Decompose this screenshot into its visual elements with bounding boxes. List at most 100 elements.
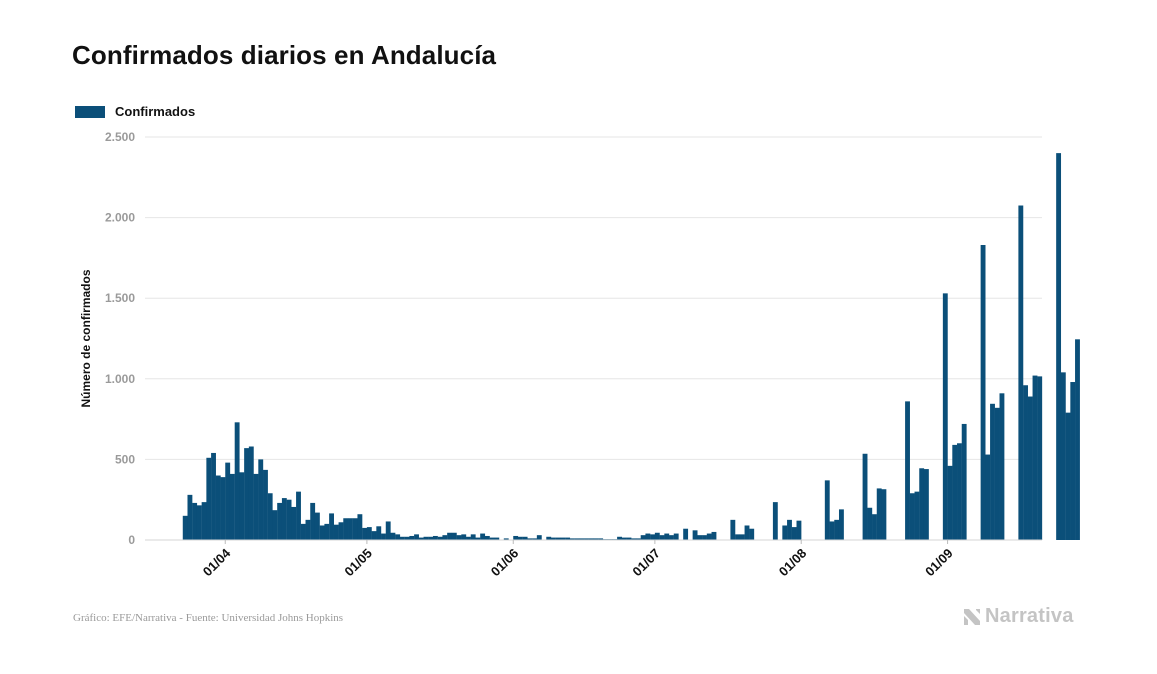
bar [669, 535, 674, 540]
bar [305, 519, 311, 540]
bar [1032, 375, 1038, 540]
bar [744, 525, 750, 540]
bar [196, 505, 202, 540]
bar [560, 537, 566, 540]
bar [574, 538, 580, 540]
bar [281, 498, 287, 540]
bar [489, 537, 495, 540]
bar [296, 491, 301, 540]
bar [1075, 339, 1080, 540]
bar [187, 494, 193, 540]
bar [272, 510, 278, 540]
bar [692, 530, 698, 540]
bar [617, 536, 622, 540]
bar [352, 518, 358, 540]
bar [593, 538, 599, 540]
bar [1018, 205, 1024, 540]
y-axis-label: Número de confirmados [79, 269, 93, 407]
brand-name: Narrativa [985, 605, 1074, 627]
bar [796, 520, 802, 540]
bar [192, 502, 198, 540]
bar [957, 443, 962, 540]
bar [867, 507, 873, 540]
bar [451, 532, 457, 540]
bar [664, 533, 670, 540]
bar [225, 462, 231, 540]
bar [229, 473, 235, 540]
bar [244, 448, 250, 540]
y-tick-label: 2.500 [105, 130, 135, 144]
bar [654, 532, 660, 540]
bar [1060, 372, 1066, 540]
bar [253, 473, 259, 540]
bar [277, 502, 283, 540]
bar [787, 519, 792, 540]
bar [503, 538, 509, 540]
bar [834, 519, 840, 540]
bar [942, 293, 948, 540]
bar [324, 523, 330, 540]
bar [385, 521, 391, 540]
bar [248, 446, 254, 540]
bar [414, 534, 419, 540]
x-tick-label: 01/07 [629, 546, 663, 580]
bar [994, 407, 1000, 540]
bar [947, 465, 953, 540]
y-tick-label: 1.500 [105, 291, 135, 305]
bar [881, 489, 887, 540]
legend-label: Confirmados [115, 104, 196, 119]
bar [697, 535, 703, 540]
bar [1027, 396, 1033, 540]
bar [310, 502, 316, 540]
bar [598, 538, 604, 540]
bar [588, 538, 594, 540]
bar [749, 528, 755, 540]
bar [905, 401, 910, 540]
bar [645, 533, 651, 540]
bar [824, 480, 830, 540]
y-tick-label: 1.000 [105, 372, 135, 386]
bar [999, 393, 1005, 540]
bar [909, 493, 915, 540]
bar [914, 491, 920, 540]
bar [371, 531, 377, 540]
bar [466, 536, 471, 540]
bar [730, 519, 736, 540]
bar [291, 506, 297, 540]
source-note: Gráfico: EFE/Narrativa - Fuente: Univers… [73, 612, 344, 624]
bar [437, 536, 443, 540]
bar [1056, 153, 1062, 540]
bar [475, 537, 481, 540]
bar [626, 537, 632, 540]
bar [952, 444, 958, 540]
y-axis-ticks: 0 500 1.000 1.500 2.000 2.500 [105, 130, 135, 547]
bar [791, 527, 797, 540]
bar [357, 514, 363, 540]
bar [876, 488, 882, 540]
bar [447, 532, 453, 540]
bar [428, 536, 434, 540]
bar [348, 518, 353, 540]
bar [215, 475, 221, 540]
bar [565, 537, 571, 540]
x-tick-label: 01/04 [200, 545, 234, 579]
bar [376, 526, 382, 540]
bars [182, 153, 1080, 540]
bar [872, 514, 877, 540]
bar [432, 535, 438, 540]
y-tick-label: 0 [128, 533, 135, 547]
bar [659, 535, 665, 540]
bar [683, 528, 689, 540]
bar [263, 469, 268, 540]
bar [404, 536, 410, 540]
bar [551, 537, 556, 540]
bar [640, 535, 646, 540]
narrativa-logo-icon [964, 608, 980, 625]
bar [579, 538, 585, 540]
bar [961, 423, 967, 540]
bar [513, 535, 519, 540]
bar [1023, 385, 1028, 540]
bar [1070, 382, 1076, 540]
bar [621, 537, 627, 540]
